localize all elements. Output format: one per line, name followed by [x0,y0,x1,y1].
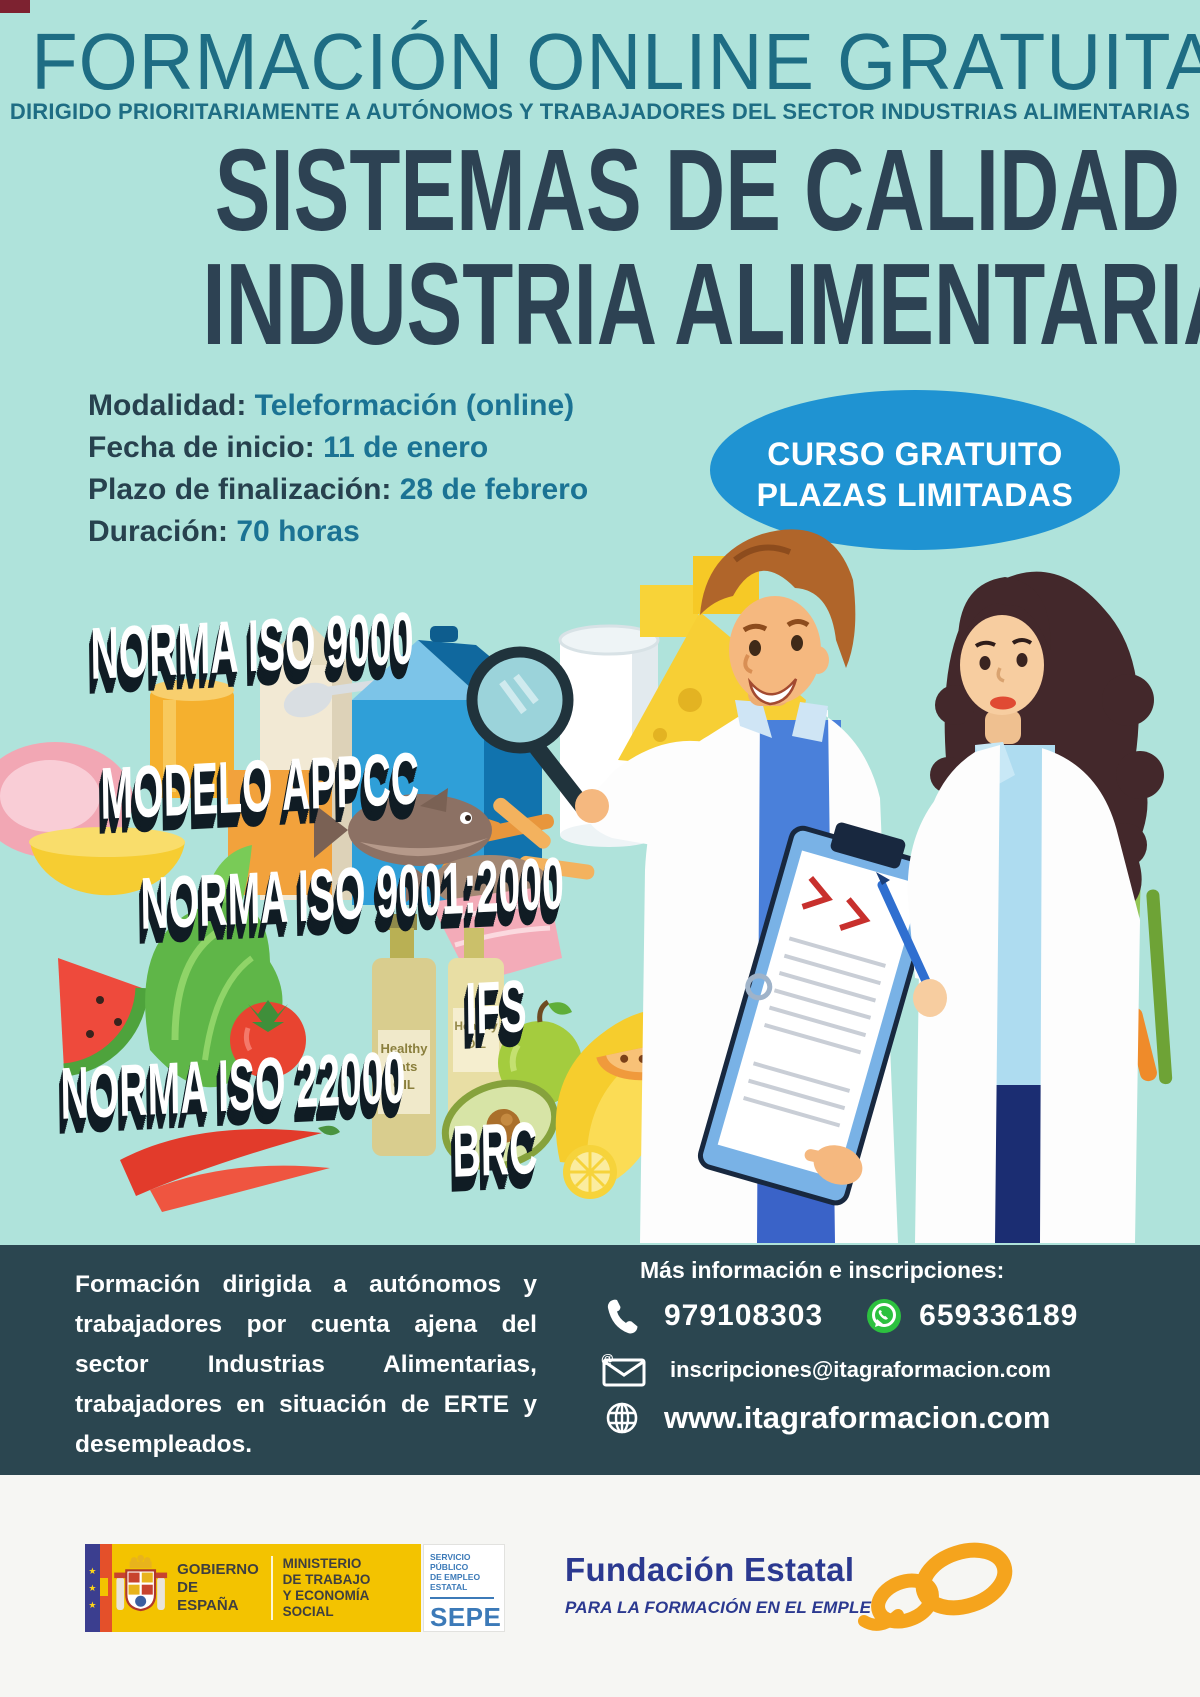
man-clipboard [697,822,941,1206]
man-smile [748,677,798,706]
female-scientist [876,571,1164,1243]
oil-bottle-1: Healthy Fats OIL [372,914,436,1156]
detail-row-duration: Duración: 70 horas [88,515,360,548]
svg-text:OIL: OIL [466,1037,486,1051]
spain-coat-of-arms [114,1554,167,1612]
phone-row: 979108303 659336189 [602,1297,1078,1335]
badge-line2: PLAZAS LIMITADAS [756,477,1074,513]
topic-label-ifs: IFS [464,964,528,1050]
globe-icon [606,1402,638,1434]
main-title-line2: INDUSTRIA ALIMENTARIA [202,239,1200,369]
phone-icon [607,1299,638,1334]
badge-line1: CURSO GRATUITO [767,436,1063,472]
butter-bowl [29,827,185,896]
eu-flag-strip: ★ ★ ★ [85,1544,100,1632]
header-title-text: FORMACIÓN ONLINE GRATUITA [31,17,1200,106]
detail-row-end-date: Plazo de finalización: 28 de febrero [88,473,589,506]
audience-paragraph: Formación dirigida a autónomos y trabaja… [75,1271,537,1458]
detail-row-start-date: Fecha de inicio: 11 de enero [88,431,489,464]
info-band: Formación dirigida a autónomos y trabaja… [0,1245,1200,1475]
svg-text:OIL: OIL [393,1077,415,1092]
watermelon [58,958,149,1077]
sepe-divider [430,1597,494,1599]
whatsapp-icon [867,1299,902,1333]
fundacion-subtitle: PARA LA FORMACIÓN EN EL EMPLEO [565,1598,885,1617]
woman-neck [985,710,1021,744]
main-title-line1: SISTEMAS DE CALIDAD EN [214,125,1200,255]
fundacion-estatal-logo: Fundación Estatal PARA LA FORMACIÓN EN E… [565,1551,885,1618]
svg-text:@: @ [601,1353,614,1366]
phone-number: 979108303 [664,1299,824,1332]
page-title: FORMACIÓN ONLINE GRATUITA [0,16,1200,108]
fundacion-title: Fundación Estatal [565,1551,855,1588]
man-hand-left [575,789,609,823]
header-subtitle: DIRIGIDO PRIORITARIAMENTE A AUTÓNOMOS Y … [9,99,1191,124]
gobierno-espana-logo: ★ ★ ★ GOBIERNO DE ESPAÑA [85,1544,421,1632]
logo-divider [270,1556,273,1620]
corner-mark [0,0,30,13]
sepe-logo: SERVICIO PÚBLICO DE EMPLEO ESTATAL SEPE [423,1544,505,1632]
woman-arm [907,800,958,986]
sepe-acronym: SEPE [430,1602,502,1632]
svg-text:Healthy: Healthy [381,1041,429,1056]
lemon-slice [563,1145,617,1199]
man-arm-left [585,740,712,845]
man-hair [700,529,856,668]
woman-hand [913,979,947,1017]
red-strip [99,1544,112,1632]
website-url: www.itagraformacion.com [664,1400,1051,1435]
course-details: Modalidad: Teleformación (online) Fecha … [88,385,588,553]
email-icon: @ [601,1353,646,1387]
detail-row-modality: Modalidad: Teleformación (online) [88,389,575,422]
woman-coat-right [1030,745,1140,1243]
topic-label-iso9000: NORMA ISO 9000 [89,596,415,695]
gobierno-text: GOBIERNO DE ESPAÑA [177,1561,259,1614]
woman-lips [990,696,1016,710]
oil-bottle-2: Healthy OIL [448,928,504,1124]
free-course-badge: CURSO GRATUITO PLAZAS LIMITADAS [710,390,1120,550]
male-scientist [466,529,941,1243]
topic-label-iso9001: NORMA ISO 9001:2000 [139,842,565,945]
avocado [441,1079,559,1171]
email-row: @ inscripciones@itagraformacion.com [600,1353,1051,1387]
svg-text:Healthy: Healthy [454,1019,498,1033]
pen [877,880,935,995]
ministerio-text: MINISTERIO DE TRABAJO Y ECONOMÍA SOCIAL [282,1556,371,1619]
topic-label-brc: BRC [451,1106,538,1193]
woman-hair-front [957,577,1051,650]
tomato [230,1000,306,1078]
fundacion-infinity-icon [858,1542,1013,1631]
footer: ★ ★ ★ GOBIERNO DE ESPAÑA [0,1475,1200,1697]
man-face [729,596,821,704]
magnifying-glass [466,646,592,816]
chili-peppers [120,1125,340,1212]
topic-label-appcc: MODELO APPCC [99,737,420,835]
info-heading: Más información e inscripciones: [640,1257,1005,1283]
whatsapp-number: 659336189 [919,1299,1079,1332]
svg-text:Fats: Fats [391,1059,418,1074]
website-row: www.itagraformacion.com [604,1400,1050,1436]
email-address: inscripciones@itagraformacion.com [670,1357,1051,1382]
